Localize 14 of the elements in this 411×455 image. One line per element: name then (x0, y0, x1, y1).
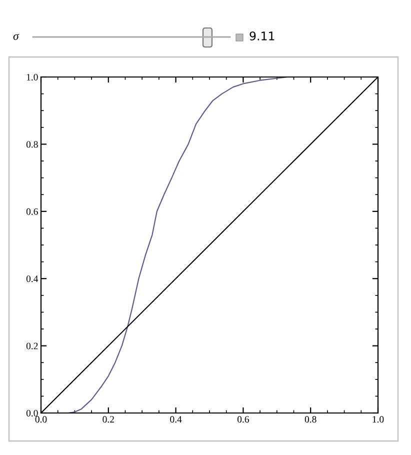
text: 9.11 (250, 31, 274, 40)
x-tick-label: 0.0 (35, 416, 47, 423)
x-tick-label: 0.2 (102, 416, 114, 423)
y-tick-label: 0.2 (26, 342, 38, 350)
y-tick-label: 1.0 (26, 74, 38, 81)
y-tick-label: 0.4 (26, 276, 38, 282)
y-tick-label: 0.0 (26, 410, 38, 417)
text: σ (13, 34, 20, 40)
x-tick-label: 0.4 (170, 416, 182, 423)
x-tick-label: 0.6 (237, 416, 249, 423)
y-tick-label: 0.6 (26, 208, 38, 215)
y-tick-label: 0.8 (26, 141, 38, 148)
x-tick-label: 0.8 (304, 416, 316, 423)
x-tick-label: 1.0 (372, 416, 384, 423)
